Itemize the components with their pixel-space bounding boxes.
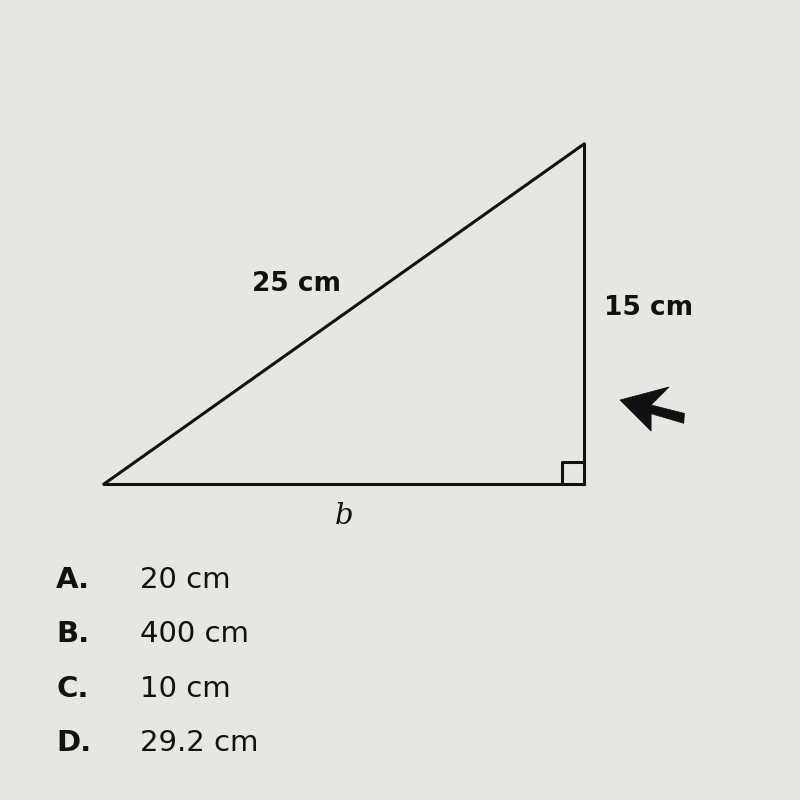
Text: 10 cm: 10 cm: [140, 674, 230, 702]
Text: 20 cm: 20 cm: [140, 566, 230, 594]
Text: 15 cm: 15 cm: [604, 295, 693, 321]
Text: 25 cm: 25 cm: [251, 271, 341, 297]
Text: b: b: [334, 502, 354, 530]
Text: D.: D.: [56, 730, 91, 757]
Text: A.: A.: [56, 566, 90, 594]
Text: 29.2 cm: 29.2 cm: [140, 730, 258, 757]
Text: C.: C.: [56, 674, 89, 702]
Text: B.: B.: [56, 621, 90, 648]
Polygon shape: [620, 387, 685, 431]
Text: 400 cm: 400 cm: [140, 621, 249, 648]
